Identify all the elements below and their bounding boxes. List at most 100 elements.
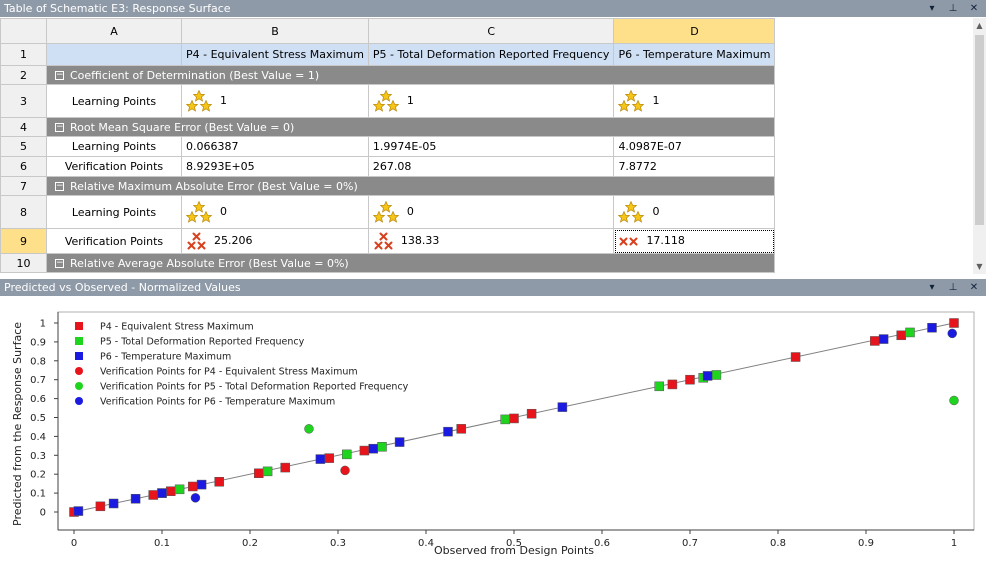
collapse-icon[interactable]: − — [55, 70, 64, 80]
row-number[interactable]: 10 — [0, 253, 47, 273]
data-point[interactable] — [949, 395, 959, 406]
data-point[interactable] — [304, 424, 314, 434]
data-point[interactable] — [340, 465, 350, 476]
data-point[interactable] — [166, 486, 176, 496]
data-point[interactable] — [315, 454, 326, 464]
section-header-rmse[interactable]: − Root Mean Square Error (Best Value = 0) — [45, 117, 776, 137]
data-point[interactable] — [157, 488, 167, 498]
section-header-cod[interactable]: − Coefficient of Determination (Best Valu… — [45, 65, 776, 85]
row-number[interactable]: 2 — [0, 65, 47, 85]
header-cell-p4[interactable]: P4 - Equivalent Stress Maximum — [181, 43, 369, 66]
row-label[interactable]: Learning Points — [46, 195, 182, 229]
collapse-icon[interactable]: − — [55, 258, 64, 268]
data-point[interactable] — [870, 336, 880, 346]
data-point[interactable] — [896, 330, 906, 341]
value-cell[interactable]: 25.206 — [181, 228, 369, 254]
section-header-raae[interactable]: − Relative Average Absolute Error (Best V… — [45, 253, 776, 273]
value-cell[interactable]: 1 — [613, 84, 776, 118]
row-number[interactable]: 8 — [0, 195, 47, 229]
row-number[interactable]: 1 — [0, 43, 47, 66]
scrollbar-thumb[interactable] — [975, 35, 984, 225]
section-header-rmae[interactable]: − Relative Maximum Absolute Error (Best V… — [45, 176, 776, 196]
scroll-down-icon[interactable]: ▼ — [976, 262, 983, 271]
data-point[interactable] — [927, 322, 937, 333]
collapse-icon[interactable]: − — [55, 181, 64, 191]
column-header-d[interactable]: D — [613, 18, 776, 44]
data-point[interactable] — [526, 408, 537, 419]
data-point[interactable] — [280, 462, 290, 473]
data-point[interactable] — [685, 374, 695, 385]
data-point[interactable] — [342, 449, 352, 460]
data-point[interactable] — [500, 414, 510, 425]
data-point[interactable] — [95, 501, 106, 512]
row-number[interactable]: 3 — [0, 84, 47, 118]
row-label[interactable]: Verification Points — [46, 156, 182, 177]
data-point[interactable] — [368, 443, 378, 454]
data-point[interactable] — [949, 318, 959, 328]
row-number[interactable]: 7 — [0, 176, 47, 196]
row-number[interactable]: 4 — [0, 117, 47, 137]
value-cell[interactable]: 267.08 — [367, 156, 615, 177]
row-label[interactable]: Verification Points — [46, 228, 182, 254]
data-point[interactable] — [190, 493, 201, 503]
header-cell-p6[interactable]: P6 - Temperature Maximum — [613, 43, 776, 66]
value-cell[interactable]: 1 — [367, 84, 615, 118]
data-point[interactable] — [73, 506, 84, 516]
vertical-scrollbar[interactable]: ▲ ▼ — [973, 18, 986, 274]
data-point[interactable] — [509, 413, 519, 424]
data-point[interactable] — [359, 445, 370, 456]
row-number[interactable]: 9 — [0, 228, 47, 254]
data-point[interactable] — [188, 481, 198, 492]
value-cell-selected[interactable]: 17.118 — [613, 228, 776, 254]
data-point[interactable] — [667, 379, 678, 390]
value-cell[interactable]: 0 — [181, 195, 369, 229]
data-point[interactable] — [790, 352, 801, 362]
data-point[interactable] — [394, 437, 405, 447]
close-icon[interactable]: ✕ — [969, 282, 979, 293]
close-icon[interactable]: ✕ — [969, 3, 979, 14]
value-cell[interactable]: 1 — [181, 84, 369, 118]
data-point[interactable] — [711, 370, 722, 380]
value-cell[interactable]: 8.9293E+05 — [181, 156, 369, 177]
data-point[interactable] — [947, 328, 957, 339]
value-cell[interactable]: 7.8772 — [613, 156, 776, 177]
data-point[interactable] — [174, 484, 185, 495]
value-cell[interactable]: 138.33 — [367, 228, 615, 254]
data-point[interactable] — [905, 327, 915, 338]
data-point[interactable] — [557, 402, 568, 412]
row-number[interactable]: 6 — [0, 156, 47, 177]
data-point[interactable] — [456, 424, 466, 434]
column-header-c[interactable]: C — [367, 18, 615, 44]
data-point[interactable] — [262, 466, 273, 477]
value-cell[interactable]: 0 — [367, 195, 615, 229]
value-cell[interactable]: 1.9974E-05 — [367, 136, 615, 157]
row-label[interactable]: Learning Points — [46, 84, 182, 118]
predicted-vs-observed-chart[interactable]: 0 0.1 0.2 0.3 0.4 0.5 0.6 0.7 0.8 0.9 1 0 0.1 0.2 0.3 0… — [0, 296, 986, 571]
scroll-up-icon[interactable]: ▲ — [976, 21, 983, 30]
data-point[interactable] — [702, 371, 713, 381]
collapse-icon[interactable]: − — [55, 122, 64, 132]
data-point[interactable] — [377, 442, 387, 452]
data-point[interactable] — [878, 334, 889, 344]
data-point[interactable] — [148, 490, 158, 500]
data-point[interactable] — [196, 479, 207, 490]
row-number[interactable]: 5 — [0, 136, 47, 157]
pin-icon[interactable]: ⊥ — [948, 3, 958, 14]
row-label[interactable]: Learning Points — [46, 136, 182, 157]
header-cell-a[interactable] — [46, 43, 182, 66]
data-point[interactable] — [108, 498, 119, 509]
data-point[interactable] — [324, 453, 334, 463]
column-header-b[interactable]: B — [181, 18, 369, 44]
value-cell[interactable]: 0 — [613, 195, 776, 229]
value-cell[interactable]: 0.066387 — [181, 136, 369, 157]
data-point[interactable] — [254, 468, 264, 479]
data-point[interactable] — [214, 477, 224, 487]
data-point[interactable] — [443, 426, 453, 437]
value-cell[interactable]: 4.0987E-07 — [613, 136, 776, 157]
data-point[interactable] — [654, 381, 664, 392]
data-point[interactable] — [130, 494, 141, 504]
column-header-a[interactable]: A — [46, 18, 182, 44]
dropdown-icon[interactable]: ▾ — [929, 282, 935, 293]
header-cell-p5[interactable]: P5 - Total Deformation Reported Frequenc… — [367, 43, 615, 66]
pin-icon[interactable]: ⊥ — [948, 282, 958, 293]
